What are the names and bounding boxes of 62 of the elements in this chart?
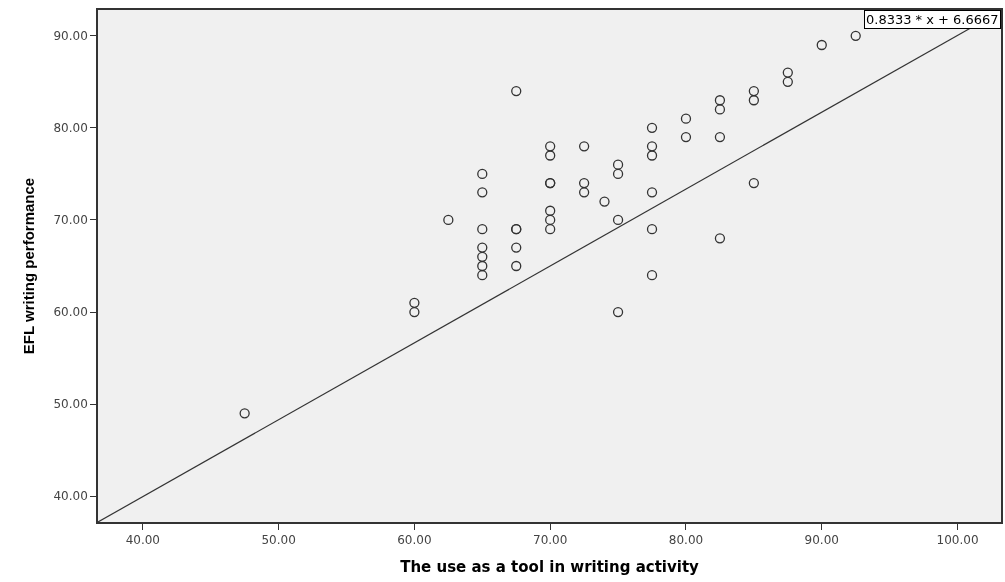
point: [545, 214, 556, 226]
point: [646, 270, 658, 281]
point: [680, 131, 692, 143]
point: [612, 306, 624, 318]
point: [748, 95, 760, 106]
y-tick-label: 40.00: [53, 489, 88, 504]
point: [409, 297, 420, 308]
point: [477, 187, 488, 198]
y-tick-label: 90.00: [53, 28, 88, 43]
point: [545, 205, 556, 216]
point: [578, 141, 590, 152]
point: [612, 214, 624, 226]
point: [714, 233, 726, 244]
y-tick-label: 50.00: [53, 397, 88, 412]
point: [714, 95, 726, 106]
x-tick-label: 100.00: [936, 533, 979, 548]
point: [443, 214, 454, 226]
point: [578, 177, 590, 189]
y-axis-title: EFL writing performance: [20, 177, 38, 355]
x-tick-label: 90.00: [804, 533, 839, 548]
point: [477, 260, 488, 272]
point: [646, 224, 658, 235]
point: [239, 408, 250, 419]
y-tick-label: 80.00: [53, 121, 88, 136]
point: [599, 196, 610, 207]
point: [748, 85, 760, 97]
x-axis-title: The use as a tool in writing activity: [400, 557, 700, 576]
point: [816, 39, 827, 51]
point: [850, 30, 861, 41]
annotation: 0.8333 * x + 6.6667: [866, 12, 999, 27]
point: [612, 159, 624, 170]
point: [714, 131, 726, 143]
point: [646, 187, 658, 198]
point: [782, 67, 793, 78]
point: [511, 260, 522, 272]
y-tick-label: 70.00: [53, 213, 88, 228]
x-tick-label: 80.00: [668, 533, 704, 548]
point: [477, 168, 488, 180]
point: [477, 251, 488, 262]
point: [477, 242, 488, 253]
point: [578, 187, 590, 198]
point: [646, 141, 658, 152]
point: [477, 224, 488, 235]
point: [477, 270, 488, 281]
point: [612, 168, 624, 180]
x-tick-label: 60.00: [397, 533, 432, 548]
point: [409, 306, 420, 318]
point: [511, 85, 522, 97]
point: [782, 76, 793, 87]
point: [511, 242, 522, 253]
point: [545, 150, 556, 161]
x-tick-label: 70.00: [533, 533, 568, 548]
x-tick-label: 50.00: [261, 533, 296, 548]
y-tick-label: 60.00: [53, 305, 88, 320]
point: [646, 122, 658, 134]
point: [646, 150, 658, 161]
x-tick-label: 40.00: [125, 533, 160, 548]
point: [748, 177, 760, 189]
point: [680, 113, 692, 124]
point: [545, 141, 556, 152]
point: [714, 104, 726, 115]
point: [545, 224, 556, 235]
